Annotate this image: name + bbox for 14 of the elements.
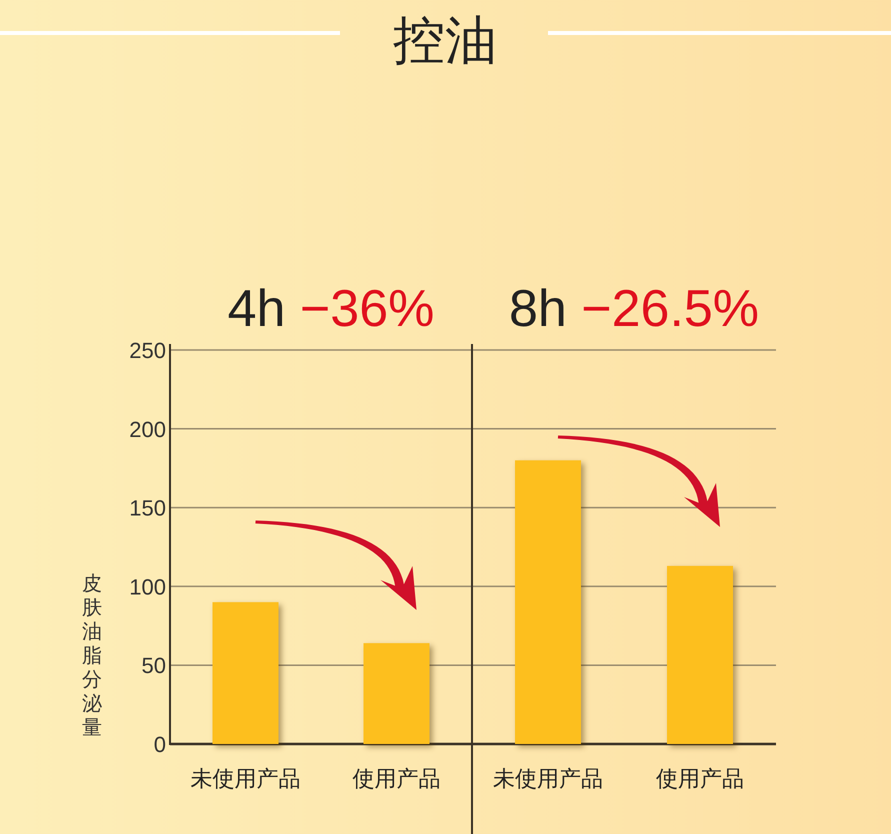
chart-title: 8h −26.5% [508,280,760,338]
x-tick-label: 未使用产品 [190,766,300,791]
y-tick-label: 200 [129,416,166,442]
chart-title: 4h −36% [228,280,434,338]
text: 控油 [393,12,497,70]
y-axis-title: 皮肤油脂分泌量 [82,573,102,739]
y-tick-label: 100 [129,574,166,600]
x-tick-label: 使用产品 [352,766,440,791]
x-tick-label: 使用产品 [656,766,744,791]
y-tick-label: 0 [154,732,166,757]
x-tick-label: 未使用产品 [493,766,603,791]
y-tick-label: 250 [129,338,166,363]
y-tick-label: 150 [129,496,166,521]
y-tick-label: 50 [142,653,166,678]
